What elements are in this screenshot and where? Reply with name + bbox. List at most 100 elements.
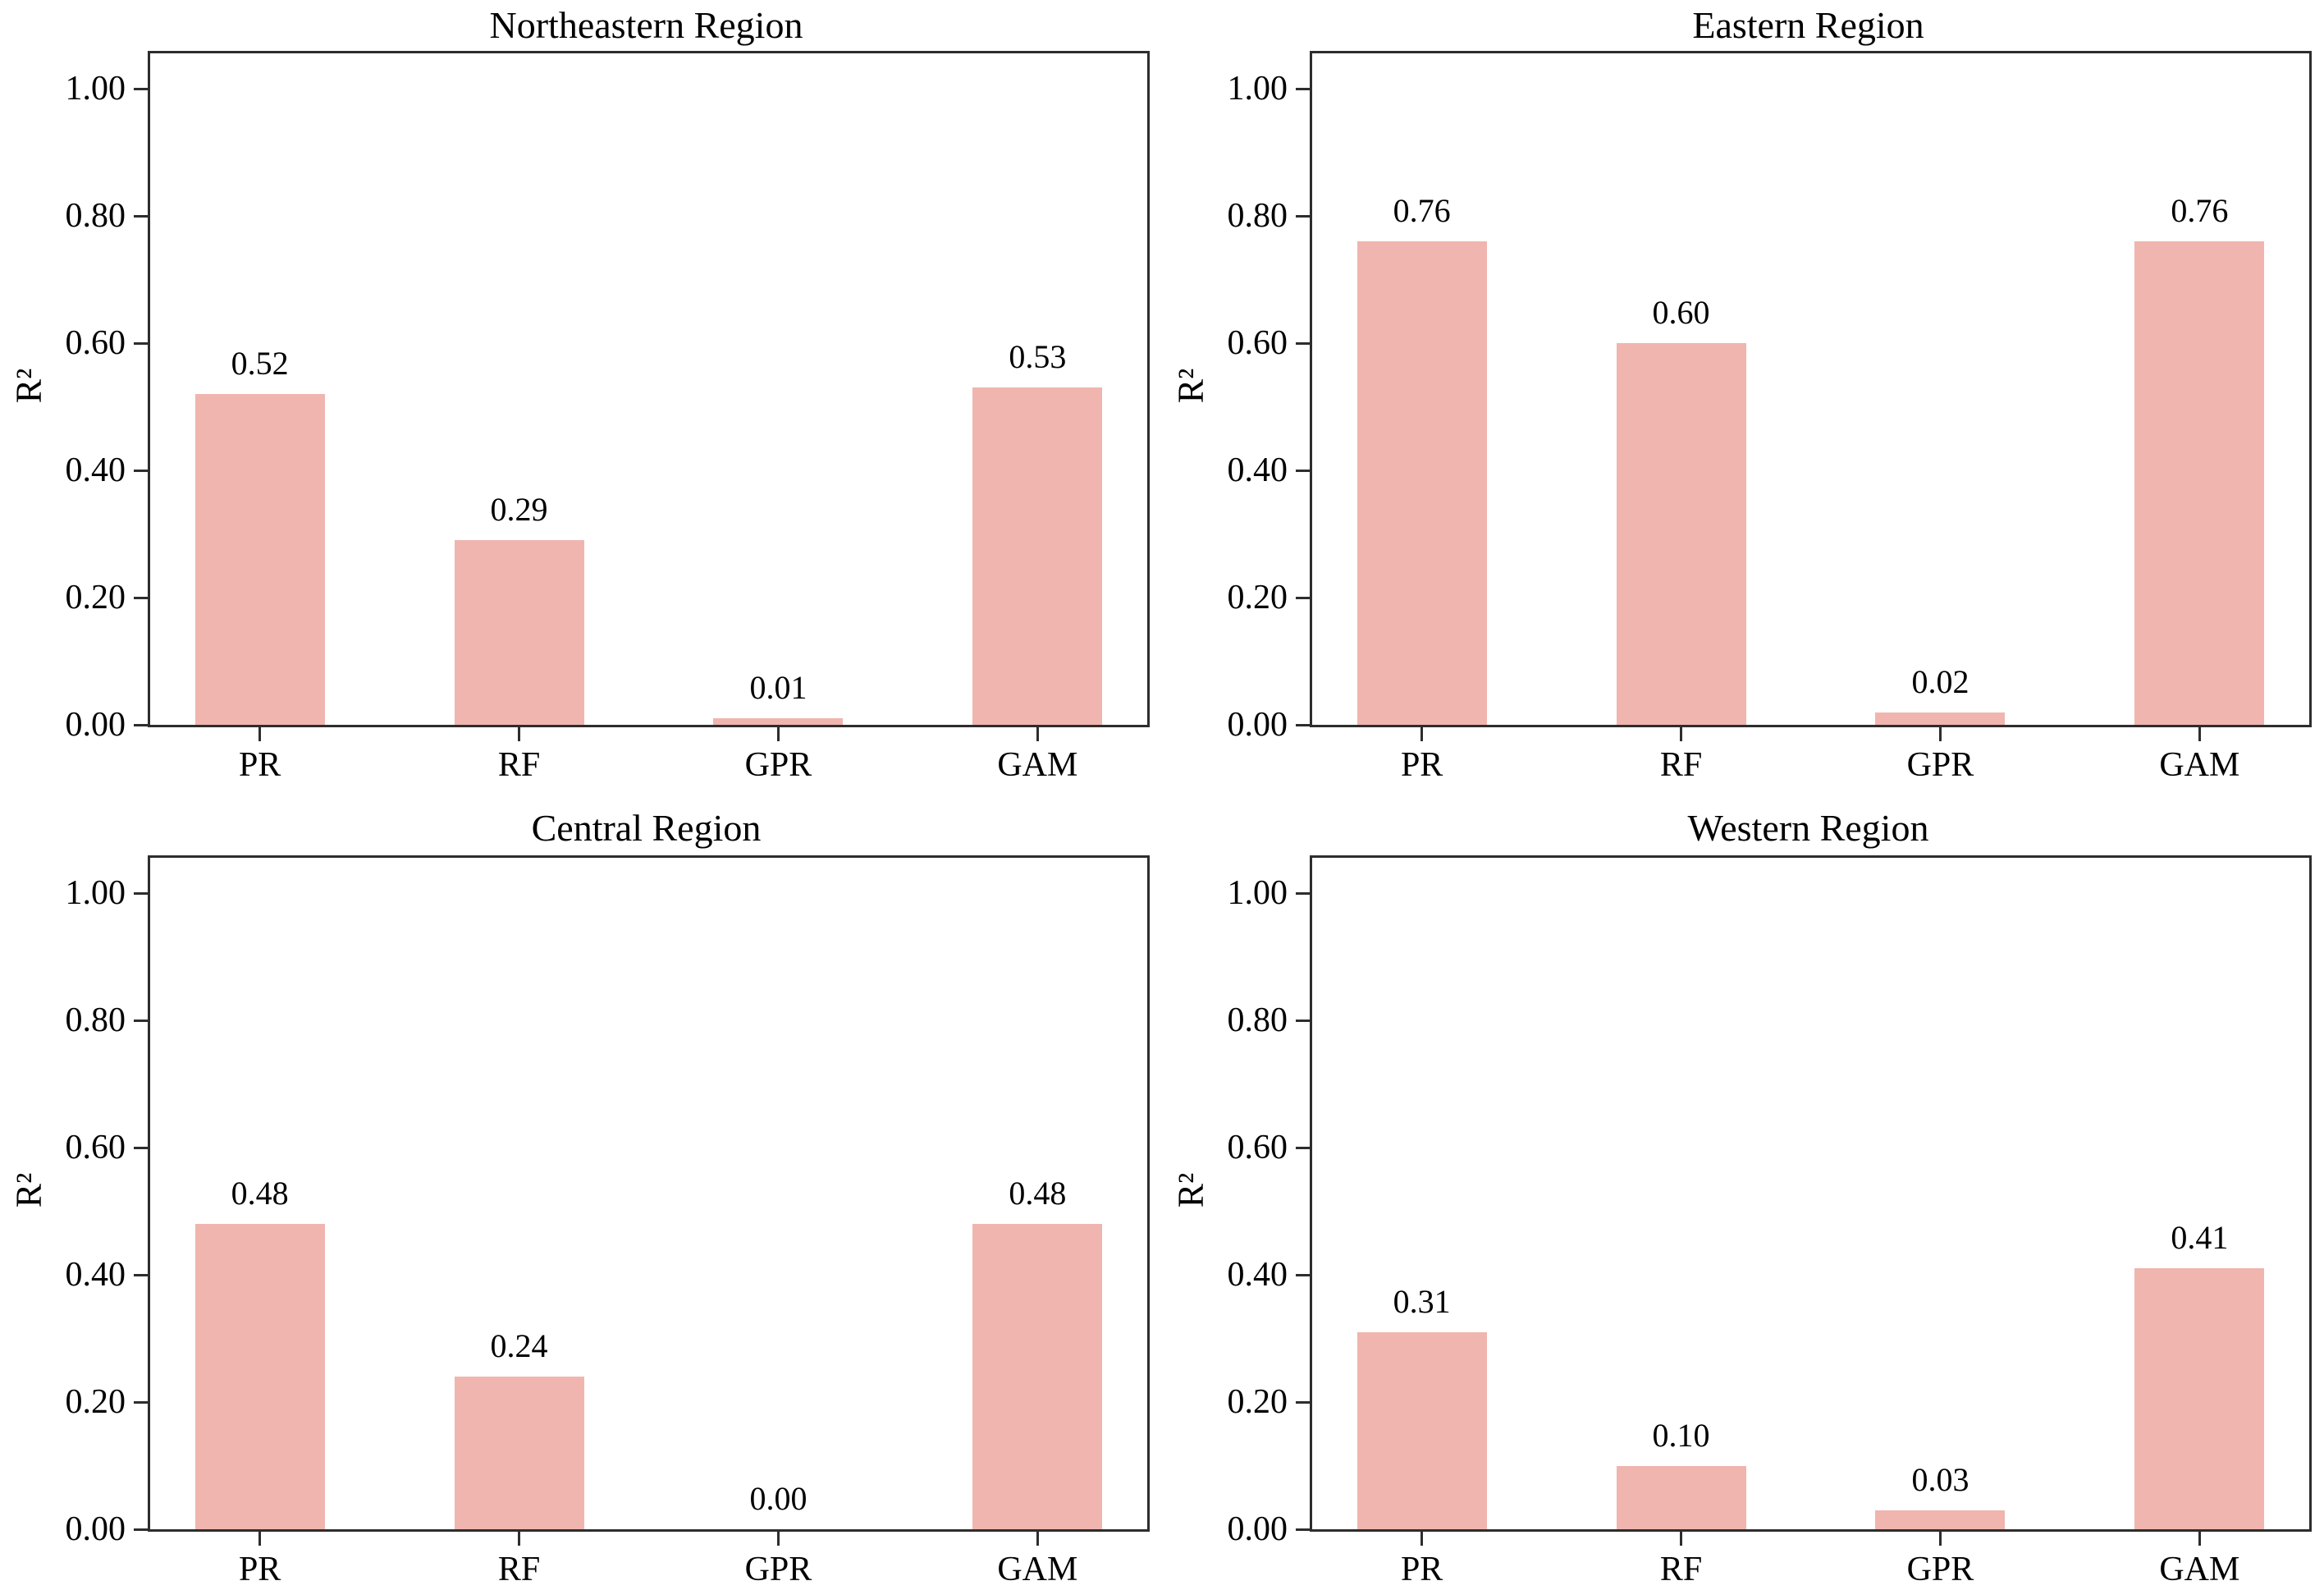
x-tick [1420, 1532, 1424, 1546]
y-tick [1296, 87, 1310, 90]
x-tick-label-gam: GAM [997, 1551, 1078, 1588]
x-tick [258, 727, 262, 741]
chart-title: Northeastern Region [489, 4, 803, 46]
y-tick [134, 1400, 148, 1404]
y-tick-label: 0.80 [1227, 197, 1288, 235]
bar-value-label: 0.00 [749, 1480, 807, 1517]
x-tick [518, 727, 521, 741]
y-tick-label: 1.00 [65, 70, 126, 108]
x-tick [1938, 1532, 1942, 1546]
y-tick [1296, 596, 1310, 599]
bar-value-label: 0.53 [1009, 338, 1067, 376]
y-tick [134, 87, 148, 90]
bar-pr [1356, 1331, 1487, 1529]
plot-area: 0.00 0.20 0.40 0.60 0.80 1.00 0.76 PR 0.60 RF 0.02… [1228, 51, 2312, 784]
bar-pr [194, 1224, 325, 1529]
bar-value-label: 0.10 [1652, 1416, 1710, 1454]
y-tick-label: 0.00 [65, 1510, 126, 1548]
y-tick [134, 1528, 148, 1531]
y-tick-label: 0.20 [1227, 1383, 1288, 1421]
y-tick [1296, 1528, 1310, 1531]
x-tick-label-gpr: GPR [744, 1551, 812, 1588]
y-tick [134, 891, 148, 895]
y-axis-label: R² [8, 368, 49, 404]
bar-value-label: 0.48 [1009, 1175, 1067, 1212]
x-tick [2198, 1532, 2201, 1546]
x-tick [1680, 727, 1683, 741]
x-tick-label-pr: PR [238, 1551, 281, 1588]
bar-value-label: 0.02 [1911, 662, 1969, 700]
bar-pr [194, 394, 325, 725]
plot-area: 0.00 0.20 0.40 0.60 0.80 1.00 0.48 PR 0.24 RF 0.00… [66, 855, 1150, 1588]
y-tick [134, 1019, 148, 1022]
bar-value-label: 0.52 [231, 345, 289, 382]
x-tick [776, 1532, 780, 1546]
x-tick-label-pr: PR [1400, 1551, 1443, 1588]
y-tick-label: 0.00 [1227, 706, 1288, 744]
chart-title: Central Region [531, 807, 762, 849]
x-tick-label-rf: RF [497, 1551, 541, 1588]
bar-gam [972, 387, 1103, 725]
y-tick-label: 1.00 [65, 874, 126, 912]
y-tick-label: 0.40 [65, 1256, 126, 1294]
plot-area: 0.00 0.20 0.40 0.60 0.80 1.00 0.31 PR 0.10 RF 0.03… [1228, 855, 2312, 1588]
y-tick-label: 0.40 [1227, 1256, 1288, 1294]
y-tick [134, 723, 148, 726]
y-tick [134, 469, 148, 472]
bar-gpr [713, 718, 844, 725]
bar-value-label: 0.01 [749, 669, 807, 707]
x-tick-label-rf: RF [1659, 1551, 1703, 1588]
x-tick [1938, 727, 1942, 741]
x-tick-label-gpr: GPR [1906, 746, 1974, 784]
x-tick [1036, 1532, 1039, 1546]
x-tick [518, 1532, 521, 1546]
y-tick-label: 0.00 [65, 706, 126, 744]
y-tick-label: 0.60 [65, 1129, 126, 1166]
y-tick [1296, 214, 1310, 218]
subplot-western-region: Western Region R² 0.00 0.20 0.40 0.60 0.80 1.… [1162, 791, 2324, 1588]
y-tick [134, 214, 148, 218]
bar-gpr [1875, 1510, 2006, 1529]
y-tick [1296, 1146, 1310, 1149]
y-tick-label: 0.40 [65, 451, 126, 489]
y-tick [1296, 723, 1310, 726]
y-tick [1296, 469, 1310, 472]
y-axis-label: R² [1170, 368, 1211, 404]
y-tick [134, 596, 148, 599]
bar-rf [454, 540, 584, 725]
x-tick-label-gam: GAM [2159, 746, 2240, 784]
y-tick [1296, 1273, 1310, 1276]
y-tick [134, 341, 148, 345]
y-tick [1296, 1400, 1310, 1404]
y-tick-label: 0.40 [1227, 451, 1288, 489]
x-tick-label-gpr: GPR [1906, 1551, 1974, 1588]
bar-rf [454, 1377, 584, 1529]
x-tick-label-rf: RF [497, 746, 541, 784]
x-tick-label-gam: GAM [2159, 1551, 2240, 1588]
chart-title: Western Region [1687, 807, 1929, 849]
plot-area: 0.00 0.20 0.40 0.60 0.80 1.00 0.52 PR 0.29 RF 0.01… [66, 51, 1150, 784]
bar-value-label: 0.41 [2171, 1219, 2229, 1257]
x-tick-label-pr: PR [1400, 746, 1443, 784]
bar-rf [1616, 343, 1746, 725]
bar-gpr [1875, 712, 2006, 725]
bar-gam [972, 1224, 1103, 1529]
x-tick-label-rf: RF [1659, 746, 1703, 784]
y-tick-label: 1.00 [1227, 874, 1288, 912]
bar-value-label: 0.24 [490, 1327, 548, 1364]
x-tick [1680, 1532, 1683, 1546]
y-tick-label: 0.00 [1227, 1510, 1288, 1548]
y-axis-label: R² [8, 1172, 49, 1208]
bar-value-label: 0.29 [490, 491, 548, 529]
y-tick [1296, 1019, 1310, 1022]
bar-value-label: 0.48 [231, 1175, 289, 1212]
y-tick-label: 0.80 [1227, 1001, 1288, 1039]
bar-value-label: 0.76 [2171, 192, 2229, 229]
y-tick-label: 0.20 [65, 1383, 126, 1421]
y-tick-label: 1.00 [1227, 70, 1288, 108]
chart-title: Eastern Region [1692, 4, 1924, 46]
x-tick [2198, 727, 2201, 741]
x-tick [1036, 727, 1039, 741]
bar-rf [1616, 1465, 1746, 1529]
